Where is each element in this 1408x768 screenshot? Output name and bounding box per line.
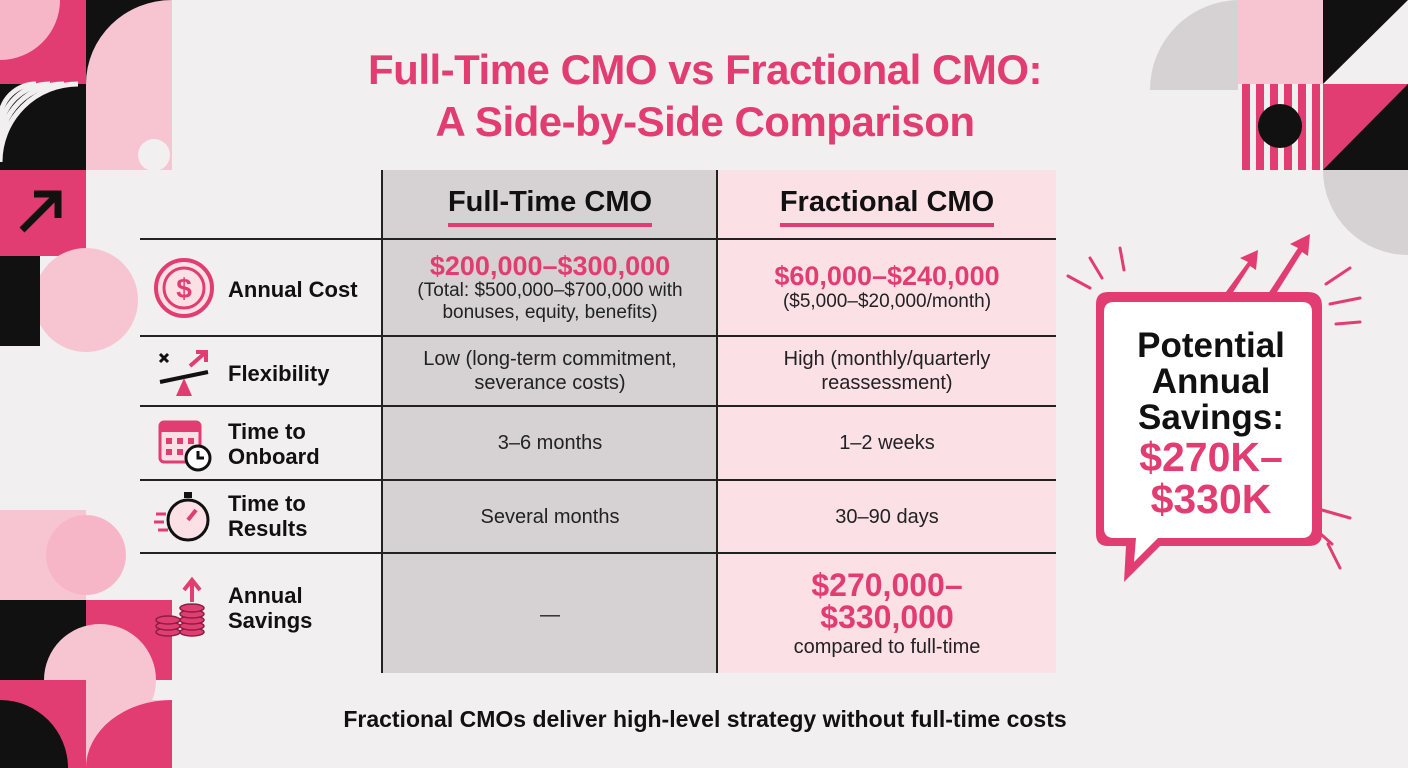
svg-text:$: $ [176,273,192,304]
fractional-column-bg [717,170,1056,673]
row-label-time-to-onboard: Time to Onboard [228,419,320,469]
fractional-savings-value-2: $330,000 [820,598,954,635]
row-divider [140,552,1056,554]
cell-full-time-results: Several months [480,506,620,528]
full-time-cost-value: $200,000–$300,000 [429,251,671,281]
callout-value-1: $270K– [1139,434,1283,480]
cell-full-time-onboard: 3–6 months [497,432,603,454]
header-full-time: Full-Time CMO [383,186,717,227]
column-divider [716,170,718,673]
full-time-cost-note: (Total: $500,000–$700,000 with bonuses, … [417,280,683,323]
fractional-cost-note: ($5,000–$20,000/month) [782,291,992,312]
left-geometric-pattern [0,0,172,768]
cell-fractional-annual-cost: $60,000–$240,000 ($5,000–$20,000/month) [718,242,1056,334]
cell-full-time-savings: — [540,603,560,626]
row-label-annual-cost: Annual Cost [228,276,358,302]
cell-fractional-onboard: 1–2 weeks [839,432,935,454]
callout-line-2: Annual [1151,362,1271,401]
cell-fractional-savings: $270,000– $330,000 compared to full-time [718,556,1056,673]
coin-stack-arrow-icon [155,576,205,637]
page-title: Full-Time CMO vs Fractional CMO: A Side-… [180,44,1230,148]
fractional-savings-value-1: $270,000– [811,566,963,603]
column-divider [381,170,383,673]
fractional-cost-value: $60,000–$240,000 [774,261,1000,291]
fractional-savings-note: compared to full-time [793,635,981,658]
growth-arrows-icon [1220,234,1310,300]
cell-fractional-results: 30–90 days [835,506,939,528]
arrow-diagonal-icon [19,190,62,233]
full-time-column-bg [382,170,717,673]
savings-callout-text: Potential Annual Savings: $270K– $330K [1098,326,1324,522]
row-label-flexibility: Flexibility [228,360,330,386]
row-divider [140,335,1056,337]
cell-full-time-flexibility: Low (long-term commitment, severance cos… [423,348,677,394]
title-line-2: A Side-by-Side Comparison [435,98,975,145]
row-divider [140,238,1056,240]
calendar-clock-icon [158,420,212,472]
callout-line-3: Savings: [1138,398,1284,437]
row-divider [140,405,1056,407]
row-divider [140,479,1056,481]
title-line-1: Full-Time CMO vs Fractional CMO: [368,46,1042,93]
right-geometric-pattern [1150,0,1408,255]
row-label-time-to-results: Time to Results [228,491,308,541]
cell-full-time-annual-cost: $200,000–$300,000 (Total: $500,000–$700,… [383,242,717,334]
callout-value-2: $330K [1150,476,1272,522]
callout-line-1: Potential [1137,326,1285,365]
header-fractional: Fractional CMO [718,186,1056,227]
comparison-table: Full-Time CMO Fractional CMO $ Annual Co… [140,170,1056,673]
cell-fractional-flexibility: High (monthly/quarterly reassessment) [783,348,991,394]
footer-tagline: Fractional CMOs deliver high-level strat… [343,706,1067,732]
seesaw-arrow-icon [158,350,209,396]
dollar-coin-icon: $ [154,258,214,318]
row-label-annual-savings: Annual Savings [228,583,313,633]
savings-callout-bubble [1066,234,1362,582]
stopwatch-icon [154,492,210,542]
